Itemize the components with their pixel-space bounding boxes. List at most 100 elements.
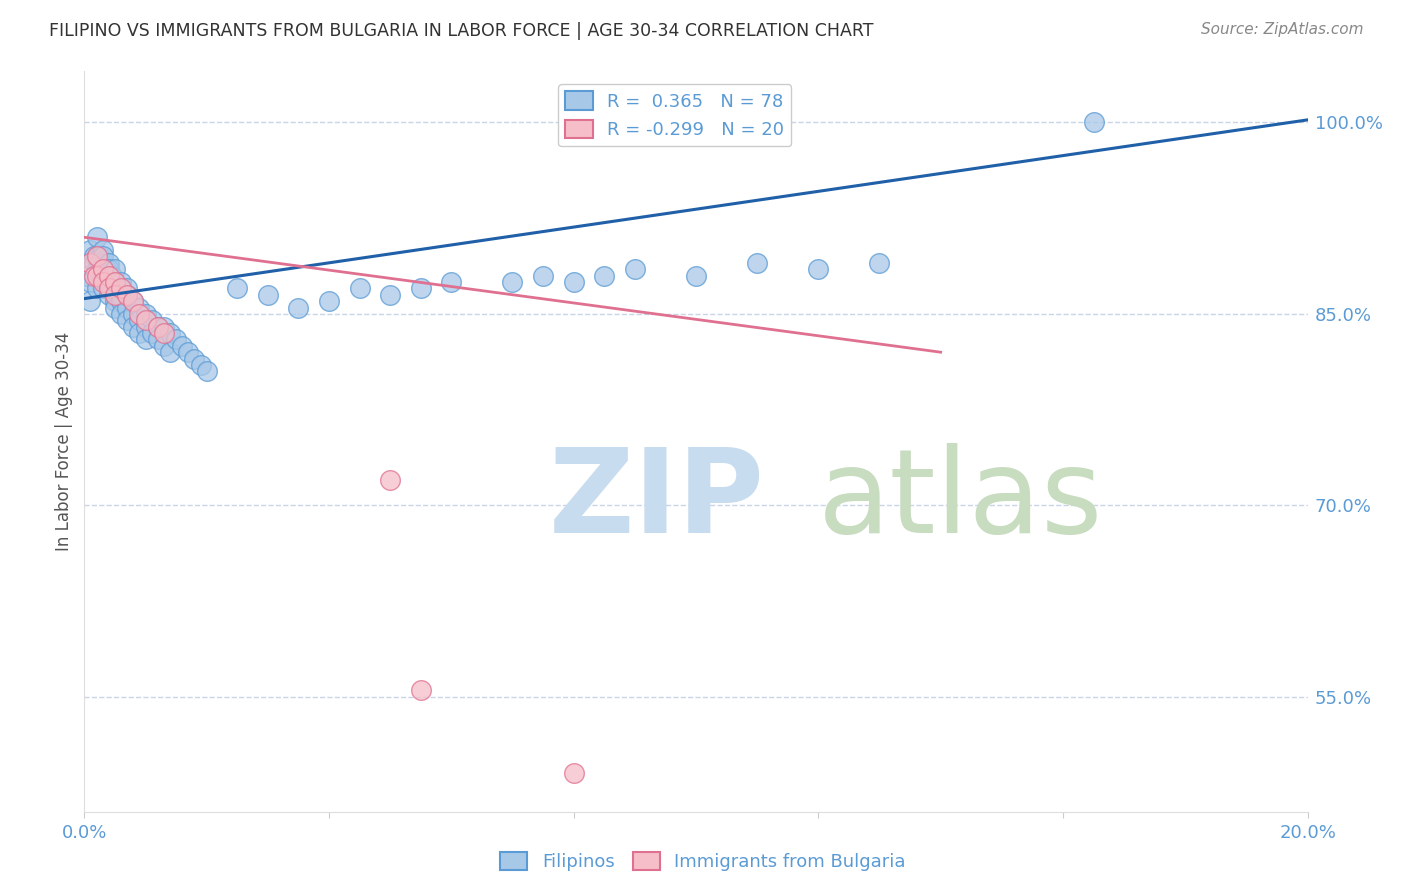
Y-axis label: In Labor Force | Age 30-34: In Labor Force | Age 30-34 (55, 332, 73, 551)
Point (86, 250, 108, 264)
Point (141, 326, 163, 340)
Point (86, 230, 108, 244)
Text: atlas: atlas (818, 443, 1104, 558)
Point (409, 281, 432, 295)
Point (79, 256, 101, 270)
Point (287, 301, 309, 315)
Legend: Filipinos, Immigrants from Bulgaria: Filipinos, Immigrants from Bulgaria (494, 845, 912, 879)
Point (685, 268, 707, 283)
Point (110, 275, 132, 289)
Point (83, 250, 105, 264)
Point (91, 250, 114, 264)
Point (135, 333, 157, 347)
Point (146, 319, 169, 334)
Point (380, 287, 402, 301)
Point (76, 268, 98, 283)
Point (318, 294, 340, 309)
Point (380, 473, 402, 487)
Point (226, 281, 249, 295)
Point (97, 262, 120, 277)
Text: ZIP: ZIP (550, 443, 765, 558)
Point (104, 294, 127, 309)
Point (91, 243, 114, 257)
Point (122, 307, 145, 321)
Point (165, 333, 187, 347)
Point (195, 364, 218, 378)
Point (128, 307, 150, 321)
Point (257, 287, 280, 301)
Point (79, 243, 101, 257)
Point (159, 326, 181, 340)
Point (79, 294, 101, 309)
Point (135, 313, 157, 327)
Point (128, 326, 150, 340)
Point (83, 256, 105, 270)
Point (91, 275, 114, 289)
Point (91, 262, 114, 277)
Legend: R =  0.365   N = 78, R = -0.299   N = 20: R = 0.365 N = 78, R = -0.299 N = 20 (558, 84, 792, 146)
Point (97, 287, 120, 301)
Point (122, 319, 145, 334)
Point (122, 294, 145, 309)
Point (97, 268, 120, 283)
Point (146, 319, 169, 334)
Point (159, 345, 181, 359)
Point (562, 766, 585, 780)
Point (104, 275, 127, 289)
Point (1083, 115, 1105, 129)
Point (83, 268, 105, 283)
Point (110, 287, 132, 301)
Point (94, 275, 117, 289)
Point (349, 281, 371, 295)
Point (562, 275, 585, 289)
Point (409, 683, 432, 698)
Point (91, 281, 114, 295)
Point (86, 262, 108, 277)
Point (502, 275, 524, 289)
Point (86, 281, 108, 295)
Point (440, 275, 463, 289)
Point (128, 313, 150, 327)
Point (94, 262, 117, 277)
Point (104, 275, 127, 289)
Point (89, 256, 111, 270)
Point (807, 262, 830, 277)
Point (869, 256, 891, 270)
Point (97, 281, 120, 295)
Point (531, 268, 554, 283)
Point (104, 262, 127, 277)
Point (89, 250, 111, 264)
Point (135, 319, 157, 334)
Text: FILIPINO VS IMMIGRANTS FROM BULGARIA IN LABOR FORCE | AGE 30-34 CORRELATION CHAR: FILIPINO VS IMMIGRANTS FROM BULGARIA IN … (49, 22, 873, 40)
Point (104, 281, 127, 295)
Point (135, 307, 157, 321)
Point (153, 319, 176, 334)
Point (593, 268, 616, 283)
Point (115, 281, 138, 295)
Point (183, 351, 205, 366)
Point (91, 268, 114, 283)
Point (104, 301, 127, 315)
Point (153, 326, 176, 340)
Point (153, 339, 176, 353)
Text: Source: ZipAtlas.com: Source: ZipAtlas.com (1201, 22, 1364, 37)
Point (110, 294, 132, 309)
Point (146, 333, 169, 347)
Point (747, 256, 769, 270)
Point (115, 313, 138, 327)
Point (624, 262, 647, 277)
Point (104, 287, 127, 301)
Point (110, 281, 132, 295)
Point (110, 307, 132, 321)
Point (115, 301, 138, 315)
Point (101, 268, 124, 283)
Point (190, 358, 212, 372)
Point (177, 345, 200, 359)
Point (86, 250, 108, 264)
Point (97, 275, 120, 289)
Point (122, 294, 145, 309)
Point (128, 301, 150, 315)
Point (86, 268, 108, 283)
Point (172, 339, 194, 353)
Point (115, 287, 138, 301)
